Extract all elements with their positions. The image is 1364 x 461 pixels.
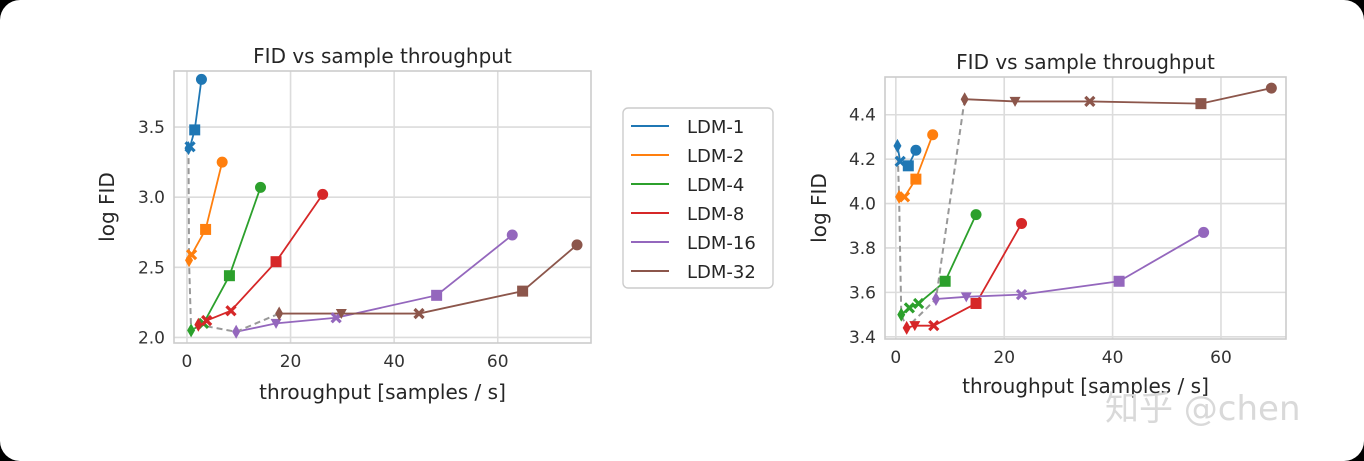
- data-point-ldm-1: [910, 144, 922, 156]
- data-point-ldm-2: [185, 249, 198, 261]
- plot-area-frame: [884, 76, 1287, 340]
- series-line-ldm-32: [279, 244, 578, 315]
- data-point-ldm-4: [223, 270, 235, 282]
- data-point-ldm-2: [910, 173, 922, 185]
- legend-label: LDM-16: [687, 233, 756, 254]
- data-point-ldm-1: [893, 138, 902, 153]
- data-point-ldm-1: [184, 141, 196, 153]
- x-axis-label: throughput [samples / s]: [962, 374, 1209, 398]
- data-point-ldm-16: [270, 318, 282, 329]
- data-point-ldm-1: [902, 160, 914, 172]
- legend-label: LDM-8: [687, 204, 744, 225]
- x-tick-label: 0: [890, 348, 901, 368]
- data-point-ldm-16: [431, 289, 443, 301]
- grid: [885, 77, 1286, 339]
- data-point-ldm-32: [1265, 82, 1277, 94]
- y-tick-label: 2.0: [138, 328, 165, 348]
- y-tick-label: 3.8: [849, 239, 876, 259]
- data-point-ldm-16: [1198, 226, 1210, 238]
- data-point-ldm-1: [195, 73, 207, 85]
- legend: LDM-1 LDM-2 LDM-4 LDM-8 LDM-16 LDM-32: [622, 107, 774, 289]
- data-point-ldm-8: [928, 320, 940, 332]
- data-point-ldm-16: [960, 292, 972, 303]
- legend-label: LDM-2: [687, 146, 744, 167]
- data-point-ldm-8: [902, 320, 911, 335]
- y-axis-label: log FID: [807, 173, 831, 243]
- grid: [174, 71, 591, 343]
- data-point-ldm-32: [413, 307, 425, 320]
- data-point-ldm-8: [970, 297, 982, 309]
- legend-label: LDM-4: [687, 175, 744, 196]
- legend-label: LDM-32: [687, 262, 756, 283]
- y-tick-label: 3.6: [849, 283, 876, 303]
- data-point-ldm-4: [939, 275, 951, 287]
- y-tick-label: 3.0: [138, 188, 165, 208]
- y-tick-label: 2.5: [138, 258, 165, 278]
- series-line-ldm-4: [190, 187, 262, 332]
- data-point-ldm-8: [270, 256, 282, 268]
- chart-right: 0 20 40 60 3.4 3.6 3.8 4.0 4.2 4.4 FID vs sample t…: [807, 50, 1287, 398]
- data-point-ldm-32: [960, 92, 969, 107]
- data-point-ldm-4: [897, 307, 906, 322]
- data-point-ldm-4: [970, 209, 982, 221]
- data-point-ldm-32: [1195, 98, 1207, 110]
- y-tick-label: 4.4: [849, 106, 876, 126]
- x-tick-label: 20: [993, 348, 1015, 368]
- chart-left: 0 20 40 60 2.0 2.5 3.0 3.5 FID vs sample through…: [95, 44, 592, 404]
- y-tick-label: 3.5: [138, 118, 165, 138]
- dashed-path: [187, 148, 280, 333]
- data-point-ldm-2: [216, 156, 228, 168]
- x-tick-label: 60: [487, 352, 509, 372]
- chart-title: FID vs sample throughput: [253, 44, 512, 68]
- y-axis-label: log FID: [95, 172, 119, 242]
- data-point-ldm-32: [275, 306, 284, 321]
- data-point-ldm-4: [912, 297, 925, 310]
- x-tick-label: 40: [1102, 348, 1124, 368]
- legend-label: LDM-1: [687, 117, 744, 138]
- chart-title: FID vs sample throughput: [956, 50, 1215, 74]
- data-point-ldm-32: [1009, 96, 1021, 107]
- series-line-ldm-1: [187, 79, 203, 149]
- data-point-ldm-16: [506, 229, 518, 241]
- x-axis-label: throughput [samples / s]: [259, 380, 506, 404]
- x-tick-label: 20: [280, 352, 302, 372]
- data-point-ldm-16: [1113, 275, 1125, 287]
- plot-area-frame: [173, 70, 592, 344]
- data-point-ldm-2: [200, 223, 212, 235]
- data-point-ldm-16: [931, 292, 940, 307]
- data-point-ldm-16: [1015, 288, 1028, 301]
- data-point-ldm-1: [189, 124, 201, 136]
- series-line-ldm-16: [935, 231, 1205, 300]
- data-point-ldm-4: [903, 302, 916, 314]
- data-point-ldm-8: [225, 305, 237, 317]
- data-point-ldm-8: [909, 321, 921, 332]
- series-line-ldm-8: [197, 193, 324, 326]
- data-point-ldm-8: [317, 188, 329, 200]
- x-tick-label: 0: [182, 352, 193, 372]
- data-point-ldm-8: [194, 317, 203, 332]
- data-point-ldm-16: [232, 324, 241, 339]
- x-tick-label: 60: [1210, 348, 1232, 368]
- series-line-ldm-32: [964, 87, 1272, 105]
- series-line-ldm-2: [188, 161, 224, 261]
- data-point-ldm-2: [898, 191, 911, 203]
- data-point-ldm-32: [571, 239, 583, 251]
- y-tick-label: 4.0: [849, 195, 876, 215]
- data-point-ldm-4: [187, 323, 196, 338]
- y-tick-label: 3.4: [849, 328, 876, 348]
- dashed-path: [896, 99, 966, 330]
- x-tick-label: 40: [383, 352, 405, 372]
- data-point-ldm-32: [335, 309, 347, 320]
- data-point-ldm-4: [255, 181, 267, 193]
- watermark: 知乎 @chen: [1105, 389, 1301, 429]
- data-point-ldm-2: [927, 129, 939, 141]
- data-point-ldm-32: [517, 285, 529, 297]
- y-tick-label: 4.2: [849, 150, 876, 170]
- data-point-ldm-8: [201, 314, 213, 327]
- data-point-ldm-32: [1084, 95, 1096, 108]
- data-point-ldm-8: [1016, 218, 1028, 230]
